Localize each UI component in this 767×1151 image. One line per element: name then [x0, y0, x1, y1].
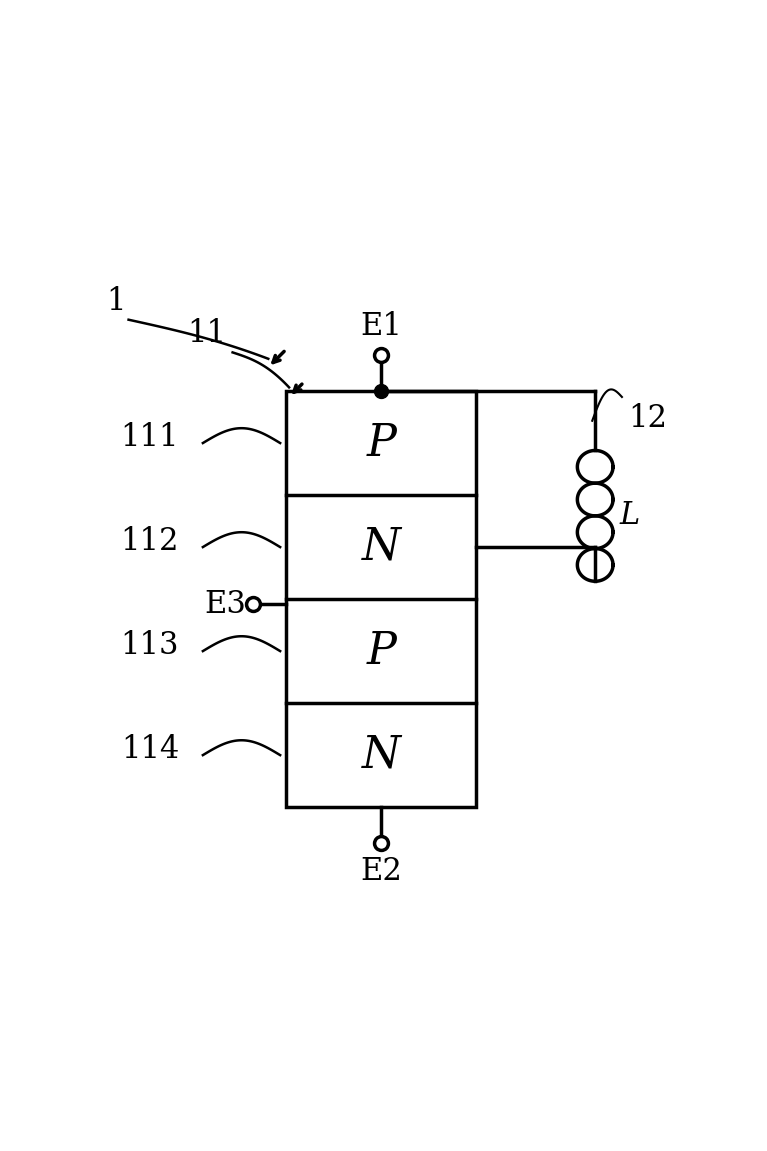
Text: N: N [362, 733, 400, 777]
Text: P: P [366, 630, 397, 672]
Text: 111: 111 [120, 421, 179, 452]
Bar [286, 391, 476, 807]
Text: 1: 1 [106, 285, 126, 317]
Text: E3: E3 [204, 589, 246, 619]
Text: E2: E2 [360, 856, 402, 887]
Text: 114: 114 [121, 733, 179, 764]
Text: N: N [362, 526, 400, 569]
Text: P: P [366, 421, 397, 465]
Text: E1: E1 [360, 311, 402, 342]
Text: 112: 112 [120, 526, 179, 557]
Text: 113: 113 [120, 630, 179, 661]
Text: 12: 12 [628, 403, 667, 434]
Text: L: L [619, 501, 639, 532]
Text: 11: 11 [188, 319, 227, 350]
